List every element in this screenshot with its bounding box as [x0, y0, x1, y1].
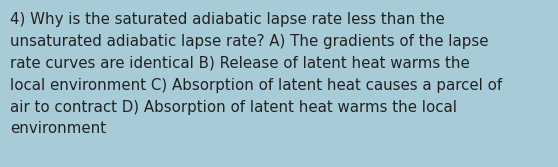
Text: 4) Why is the saturated adiabatic lapse rate less than the
unsaturated adiabatic: 4) Why is the saturated adiabatic lapse … [10, 12, 502, 136]
